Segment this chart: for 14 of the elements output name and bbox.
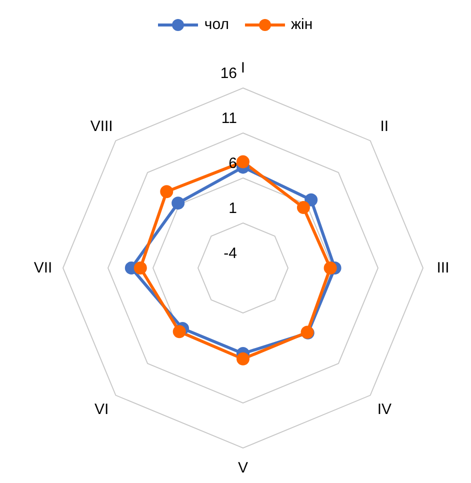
y-tick-label: 1 [228, 200, 237, 217]
y-tick-label: 11 [221, 110, 237, 127]
spoke-label: IV [377, 400, 392, 418]
spoke-label: III [436, 260, 450, 276]
spoke-label: II [380, 118, 389, 136]
spoke-label: VIII [90, 118, 113, 136]
spoke-label: VII [34, 260, 52, 276]
y-tick-label: -4 [224, 245, 237, 262]
legend-label: чол [204, 16, 229, 33]
legend-label: жін [290, 16, 313, 33]
spoke-label: VI [94, 400, 109, 418]
y-tick-label: 16 [220, 65, 237, 82]
spoke-label: V [238, 460, 248, 476]
spoke-label: I [240, 60, 246, 76]
